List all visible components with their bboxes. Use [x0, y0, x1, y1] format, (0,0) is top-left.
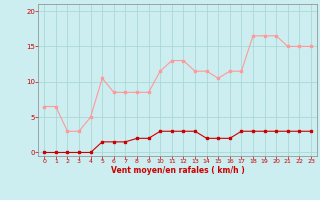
X-axis label: Vent moyen/en rafales ( km/h ): Vent moyen/en rafales ( km/h ) — [111, 166, 244, 175]
